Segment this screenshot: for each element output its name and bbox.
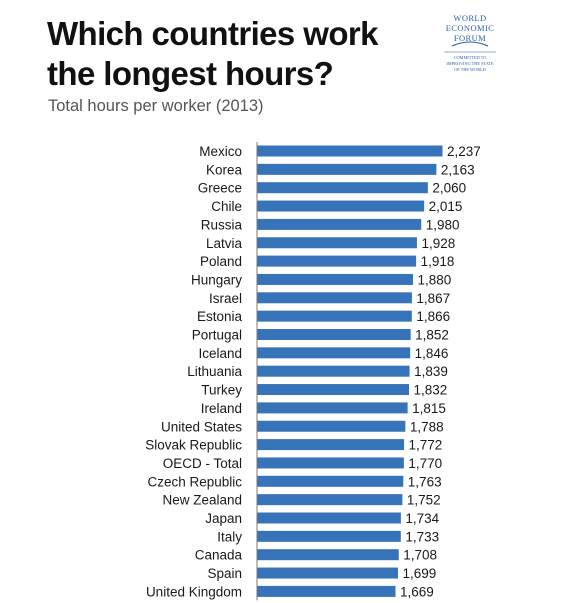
category-label: Chile <box>211 199 242 214</box>
title-line-1: Which countries work <box>47 15 378 52</box>
category-label: United Kingdom <box>146 584 242 599</box>
value-label: 1,832 <box>414 383 448 398</box>
bar-4 <box>257 218 422 230</box>
bars-group <box>257 145 443 597</box>
value-label: 2,015 <box>429 199 463 214</box>
chart-title: Which countries work the longest hours? <box>47 14 427 94</box>
bar-11 <box>257 347 411 359</box>
bar-8 <box>257 292 412 304</box>
logo-text-forum: FORUM <box>454 33 486 43</box>
bar-5 <box>257 237 417 249</box>
value-labels-group: 2,237 2,163 2,060 2,015 1,980 1,928 1,918 1,880… <box>400 144 481 599</box>
bar-6 <box>257 255 417 267</box>
bar-19 <box>257 494 403 506</box>
title-line-2: the longest hours? <box>47 55 334 92</box>
logo-text-world: WORLD <box>453 13 486 23</box>
bar-22 <box>257 549 399 561</box>
value-label: 1,928 <box>421 236 455 251</box>
bar-0 <box>257 145 443 157</box>
value-label: 1,839 <box>414 364 448 379</box>
bar-23 <box>257 567 399 579</box>
bar-17 <box>257 457 404 469</box>
value-label: 2,237 <box>447 144 481 159</box>
bar-16 <box>257 439 405 451</box>
value-label: 1,866 <box>416 309 450 324</box>
category-label: Greece <box>198 181 242 196</box>
bar-3 <box>257 200 425 212</box>
category-label: OECD - Total <box>163 456 242 471</box>
category-label: Turkey <box>201 383 242 398</box>
logo-text-economic: ECONOMIC <box>446 23 495 33</box>
category-label: Russia <box>201 217 243 232</box>
bar-15 <box>257 420 406 432</box>
value-label: 1,770 <box>408 456 442 471</box>
category-label: Ireland <box>201 401 242 416</box>
category-label: Spain <box>207 566 242 581</box>
value-label: 1,852 <box>415 328 449 343</box>
category-label: Canada <box>195 548 243 563</box>
value-label: 1,867 <box>416 291 450 306</box>
value-label: 1,772 <box>409 438 443 453</box>
bar-14 <box>257 402 408 414</box>
value-label: 1,752 <box>407 493 441 508</box>
value-label: 1,815 <box>412 401 446 416</box>
category-label: Portugal <box>192 328 242 343</box>
logo-tagline-3: OF THE WORLD <box>454 67 486 72</box>
value-label: 1,788 <box>410 419 444 434</box>
value-label: 1,669 <box>400 584 434 599</box>
bar-2 <box>257 182 428 194</box>
category-label: United States <box>161 419 242 434</box>
bar-10 <box>257 329 411 340</box>
value-label: 1,880 <box>417 272 451 287</box>
category-label: Japan <box>205 511 242 526</box>
logo-arc-icon <box>451 41 489 47</box>
logo-tagline-1: COMMITTED TO <box>454 55 487 60</box>
category-label: Latvia <box>206 236 243 251</box>
bar-1 <box>257 163 437 175</box>
value-label: 1,708 <box>403 548 437 563</box>
bar-13 <box>257 384 410 396</box>
wef-logo: WORLD ECONOMIC FORUM COMMITTED TO IMPROV… <box>438 10 502 76</box>
category-label: Korea <box>206 162 243 177</box>
category-label: New Zealand <box>162 493 242 508</box>
value-label: 1,763 <box>408 474 442 489</box>
value-label: 1,980 <box>426 217 460 232</box>
category-label: Slovak Republic <box>145 438 242 453</box>
category-label: Czech Republic <box>147 474 242 489</box>
category-label: Iceland <box>198 346 242 361</box>
bar-20 <box>257 512 401 524</box>
logo-tagline-2: IMPROVING THE STATE <box>446 61 494 66</box>
value-label: 2,060 <box>432 181 466 196</box>
value-label: 2,163 <box>441 162 475 177</box>
bar-18 <box>257 475 404 487</box>
bar-9 <box>257 310 412 322</box>
bar-21 <box>257 530 401 542</box>
value-label: 1,734 <box>405 511 439 526</box>
category-label: Poland <box>200 254 242 269</box>
chart-subtitle: Total hours per worker (2013) <box>48 97 264 115</box>
value-label: 1,846 <box>415 346 449 361</box>
wef-logo-graphic: WORLD ECONOMIC FORUM COMMITTED TO IMPROV… <box>444 13 496 72</box>
category-labels-group: Mexico Korea Greece Chile Russia Latvia Poland… <box>145 144 242 599</box>
bar-12 <box>257 365 410 377</box>
value-label: 1,918 <box>421 254 455 269</box>
category-label: Hungary <box>191 272 242 287</box>
value-label: 1,733 <box>405 529 439 544</box>
bar-7 <box>257 273 413 285</box>
category-label: Italy <box>217 529 242 544</box>
value-label: 1,699 <box>403 566 437 581</box>
category-label: Lithuania <box>187 364 242 379</box>
category-label: Mexico <box>199 144 242 159</box>
bar-24 <box>257 585 396 597</box>
category-label: Israel <box>209 291 242 306</box>
category-label: Estonia <box>197 309 243 324</box>
